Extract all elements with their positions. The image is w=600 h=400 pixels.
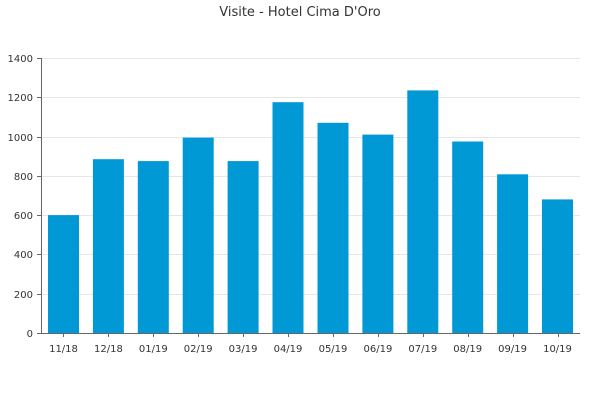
bar-09-19 [497,174,529,333]
x-tick-label: 06/19 [363,344,392,355]
y-tick-label: 600 [14,211,33,222]
y-tick-label: 1400 [8,54,33,65]
bars [48,90,573,334]
x-tick-label: 05/19 [319,344,348,355]
x-tick-label: 03/19 [229,344,258,355]
bar-06-19 [362,134,394,333]
x-tick-label: 02/19 [184,344,213,355]
y-tick-label: 400 [14,250,33,261]
y-axis-tick-labels: 0 200 400 600 800 1000 1200 1400 [8,54,33,340]
y-tick-label: 1200 [8,93,33,104]
axes [37,58,580,337]
x-axis-tick-labels: 11/18 12/18 01/19 02/19 03/19 04/19 05/19 06/19… [49,344,572,355]
bar-05-19 [317,122,349,333]
x-tick-label: 08/19 [453,344,482,355]
bar-01-19 [137,161,169,333]
bar-03-19 [227,161,259,333]
bar-07-19 [407,90,439,334]
y-tick-label: 0 [27,329,33,340]
x-tick-label: 09/19 [498,344,527,355]
x-tick-label: 04/19 [274,344,303,355]
bar-11-18 [48,215,79,333]
y-tick-label: 800 [14,172,33,183]
bar-02-19 [182,137,214,333]
chart-title: Visite - Hotel Cima D'Oro [219,5,381,20]
bar-10-19 [542,199,573,333]
y-tick-label: 200 [14,290,33,301]
y-tick-label: 1000 [8,133,33,144]
x-tick-label: 10/19 [543,344,572,355]
bar-12-18 [92,159,124,333]
bar-08-19 [452,141,484,333]
x-tick-label: 01/19 [139,344,168,355]
x-tick-label: 07/19 [408,344,437,355]
x-tick-label: 11/18 [49,344,78,355]
bar-04-19 [272,102,304,333]
x-tick-label: 12/18 [94,344,123,355]
grid-lines [41,58,580,295]
